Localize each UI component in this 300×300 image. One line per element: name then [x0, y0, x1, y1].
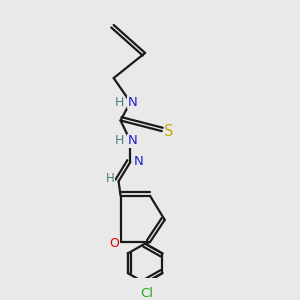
Text: H: H — [115, 134, 124, 147]
Text: H: H — [115, 96, 124, 109]
Text: N: N — [128, 134, 138, 147]
Text: H: H — [106, 172, 115, 185]
Text: S: S — [164, 124, 174, 139]
Text: Cl: Cl — [140, 287, 153, 300]
Text: N: N — [128, 96, 138, 109]
Text: O: O — [110, 237, 120, 250]
Text: N: N — [134, 155, 143, 169]
